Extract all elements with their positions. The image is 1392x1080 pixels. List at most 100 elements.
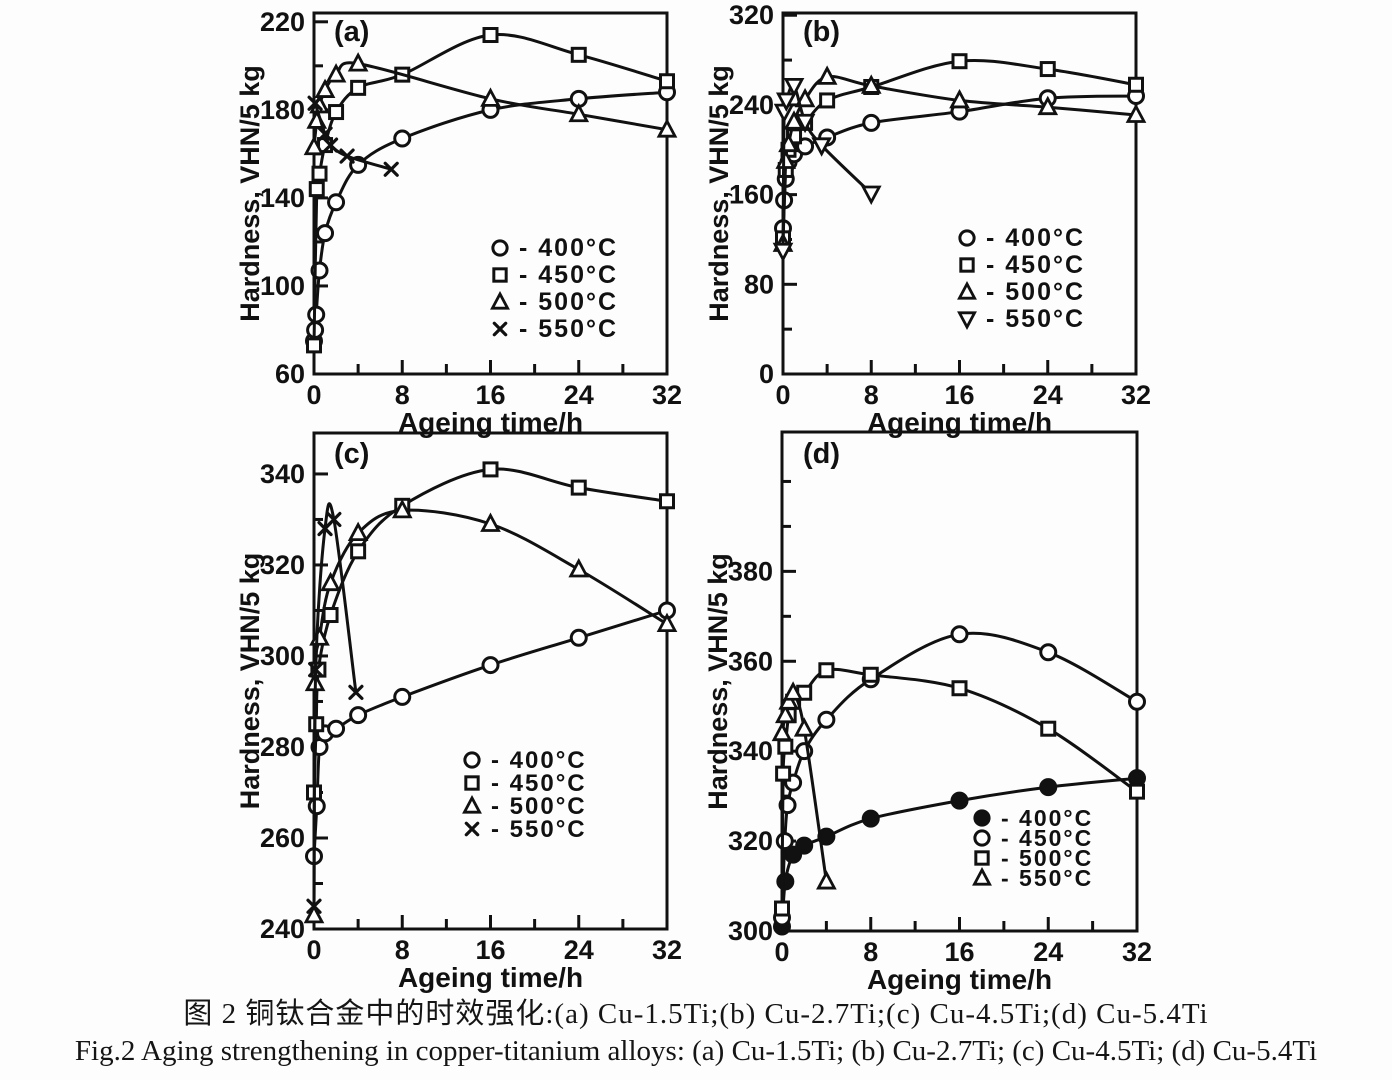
axes: 0 8 16 24 32 240 260 280 300 320 340 xyxy=(260,459,682,965)
panel-c-chart: 0 8 16 24 32 240 260 280 300 320 340 Ageing time/h H… xyxy=(238,420,703,1020)
x-axis-title: Ageing time/h xyxy=(398,962,583,993)
y-tick-label: 340 xyxy=(728,736,773,766)
legend-label: - 450°C xyxy=(986,251,1085,279)
legend-label: - 400°C xyxy=(986,224,1085,252)
y-tick-label: 380 xyxy=(728,556,773,586)
x-tick-label: 24 xyxy=(1033,380,1063,410)
legend-label: - 450°C xyxy=(1001,825,1093,851)
legend-entry-500C: - 500°C xyxy=(957,278,1085,306)
legend-entry-500C: - 500°C xyxy=(974,845,1093,871)
series-line-550C xyxy=(312,502,358,908)
y-tick-label: 60 xyxy=(275,359,305,389)
legend-label: - 400°C xyxy=(1001,805,1093,831)
legend-label: - 550°C xyxy=(1001,865,1093,891)
panel-a-chart: 0 8 16 24 32 60 100 140 180 220 Ageing time/h Hardn… xyxy=(238,0,703,448)
x-tick-label: 24 xyxy=(564,380,594,410)
y-axis-title: Hardness, VHN/5 kg xyxy=(238,65,265,322)
legend-entry-400C: - 400°C xyxy=(973,805,1093,831)
legend-label: - 550°C xyxy=(986,305,1085,333)
x-tick-label: 24 xyxy=(1033,937,1063,967)
legend-label: - 550°C xyxy=(519,315,618,343)
legend-label: - 450°C xyxy=(519,261,618,289)
y-tick-label: 220 xyxy=(260,7,305,37)
panel-letter: (a) xyxy=(334,16,369,48)
legend-label: - 550°C xyxy=(491,816,587,843)
legend-entry-450C: - 450°C xyxy=(492,261,618,289)
x-tick-label: 32 xyxy=(1121,380,1151,410)
x-tick-label: 16 xyxy=(475,935,505,965)
y-tick-label: 320 xyxy=(260,550,305,580)
y-tick-label: 140 xyxy=(260,183,305,213)
legend-entry-550C: - 550°C xyxy=(957,305,1085,333)
panel-d-chart: 0 8 16 24 32 300 320 340 360 380 Ageing time/h Hard… xyxy=(698,420,1163,1020)
series-550C xyxy=(771,681,837,890)
legend-entry-550C: - 550°C xyxy=(972,865,1093,891)
legend-entry-450C: - 450°C xyxy=(464,770,587,797)
y-tick-label: 180 xyxy=(260,95,305,125)
legend: - 400°C- 450°C- 500°C- 550°C xyxy=(957,224,1085,333)
x-tick-label: 0 xyxy=(774,937,789,967)
panel-b-chart: 0 8 16 24 32 0 80 160 240 320 Ageing time/h Hardnes… xyxy=(698,0,1163,448)
chart-svg-d: 0 8 16 24 32 300 320 340 360 380 Ageing time/h Hard… xyxy=(703,430,1152,995)
y-tick-label: 360 xyxy=(728,646,773,676)
series-550C xyxy=(306,502,364,914)
y-tick-label: 280 xyxy=(260,732,305,762)
y-axis-title: Hardness, VHN/5 kg xyxy=(238,553,265,810)
series-500C xyxy=(303,52,678,156)
panel-letter: (c) xyxy=(334,438,369,470)
y-tick-label: 260 xyxy=(260,823,305,853)
y-tick-label: 300 xyxy=(728,916,773,946)
y-tick-label: 320 xyxy=(728,826,773,856)
x-tick-label: 32 xyxy=(652,380,682,410)
legend-label: - 400°C xyxy=(491,747,587,774)
y-axis-title: Hardness, VHN/5 kg xyxy=(703,553,733,810)
legend-label: - 500°C xyxy=(1001,845,1093,871)
figure-captions: 图 2 铜钛合金中的时效强化:(a) Cu-1.5Ti;(b) Cu-2.7Ti… xyxy=(0,996,1392,1070)
panel-letter: (b) xyxy=(803,16,840,48)
legend-entry-400C: - 400°C xyxy=(463,747,587,774)
x-tick-label: 32 xyxy=(1122,937,1152,967)
x-tick-label: 8 xyxy=(395,380,410,410)
x-axis-title: Ageing time/h xyxy=(867,964,1052,995)
series-line-450C xyxy=(781,58,1138,240)
legend-label: - 400°C xyxy=(519,234,618,262)
legend-entry-400C: - 400°C xyxy=(958,224,1085,252)
axes: 0 8 16 24 32 60 100 140 180 220 xyxy=(260,7,682,410)
plot-frame xyxy=(312,431,669,931)
legend-label: - 450°C xyxy=(491,770,587,797)
y-tick-label: 320 xyxy=(729,0,774,30)
legend-label: - 500°C xyxy=(519,288,618,316)
legend-label: - 500°C xyxy=(986,278,1085,306)
caption-chinese: 图 2 铜钛合金中的时效强化:(a) Cu-1.5Ti;(b) Cu-2.7Ti… xyxy=(183,998,1209,1030)
series-550C xyxy=(772,77,882,263)
series-450C xyxy=(306,27,675,354)
legend-entry-500C: - 500°C xyxy=(462,793,585,820)
y-tick-label: 340 xyxy=(260,459,305,489)
series-line-450C xyxy=(312,467,669,794)
x-tick-label: 16 xyxy=(944,380,974,410)
x-tick-label: 8 xyxy=(395,935,410,965)
legend-entry-550C: - 550°C xyxy=(464,816,587,843)
x-tick-label: 0 xyxy=(775,380,790,410)
x-tick-label: 8 xyxy=(864,380,879,410)
series-line-550C xyxy=(781,83,873,253)
series-500C xyxy=(772,65,1147,252)
legend-entry-450C: - 450°C xyxy=(973,825,1093,851)
series-550C xyxy=(307,95,399,177)
legend-entry-550C: - 550°C xyxy=(492,315,618,343)
y-tick-label: 240 xyxy=(260,914,305,944)
x-tick-label: 0 xyxy=(306,380,321,410)
series-line-500C xyxy=(312,508,669,917)
y-tick-label: 0 xyxy=(759,359,774,389)
y-axis-title: Hardness, VHN/5 kg xyxy=(704,65,734,322)
legend-entry-450C: - 450°C xyxy=(959,251,1085,279)
x-tick-label: 16 xyxy=(944,937,974,967)
caption-english: Fig.2 Aging strengthening in copper-tita… xyxy=(74,1035,1318,1067)
series-line-400C xyxy=(780,776,1139,929)
y-tick-label: 160 xyxy=(729,180,774,210)
y-tick-label: 80 xyxy=(744,269,774,299)
legend-entry-400C: - 400°C xyxy=(491,234,618,262)
legend: - 400°C- 450°C- 500°C- 550°C xyxy=(462,747,587,843)
